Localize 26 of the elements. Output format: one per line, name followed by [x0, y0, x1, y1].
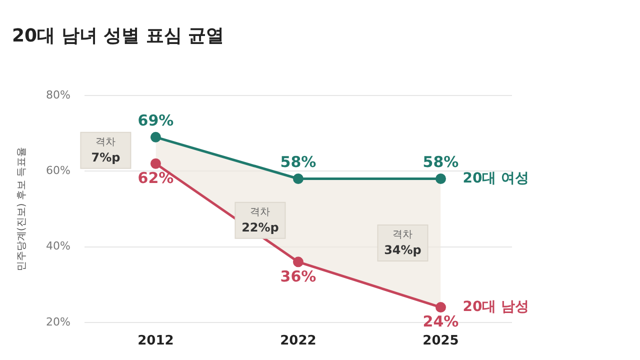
- data-label: 24%: [422, 312, 459, 331]
- y-tick-label: 60%: [46, 164, 70, 178]
- chart-title: 20대 남녀 성별 표심 균열: [12, 25, 224, 46]
- x-tick-label: 2012: [138, 334, 174, 349]
- x-tick-label: 2022: [280, 334, 316, 349]
- point: [435, 174, 446, 184]
- annotation: 격차 34%p: [384, 230, 422, 258]
- point: [435, 302, 446, 313]
- y-tick-label: 20%: [46, 315, 70, 328]
- point: [150, 132, 161, 142]
- series-label: 20대 여성: [462, 170, 530, 186]
- annotation: 격차 7%p: [91, 137, 121, 165]
- data-label: 36%: [280, 267, 316, 286]
- annotation: 격차 22%p: [242, 206, 280, 234]
- point: [292, 174, 304, 184]
- y-axis-title: 민주당계(진보) 후보 득표율: [16, 146, 28, 272]
- x-tick-label: 2025: [422, 334, 459, 349]
- data-label: 58%: [422, 153, 459, 172]
- data-label: 69%: [138, 112, 174, 130]
- data-label: 58%: [280, 153, 316, 172]
- point: [292, 256, 304, 268]
- point: [150, 158, 161, 169]
- data-label: 62%: [138, 169, 174, 188]
- y-tick-label: 40%: [46, 240, 70, 253]
- y-tick-label: 80%: [46, 88, 70, 102]
- series-label: 20대 남성: [462, 298, 530, 315]
